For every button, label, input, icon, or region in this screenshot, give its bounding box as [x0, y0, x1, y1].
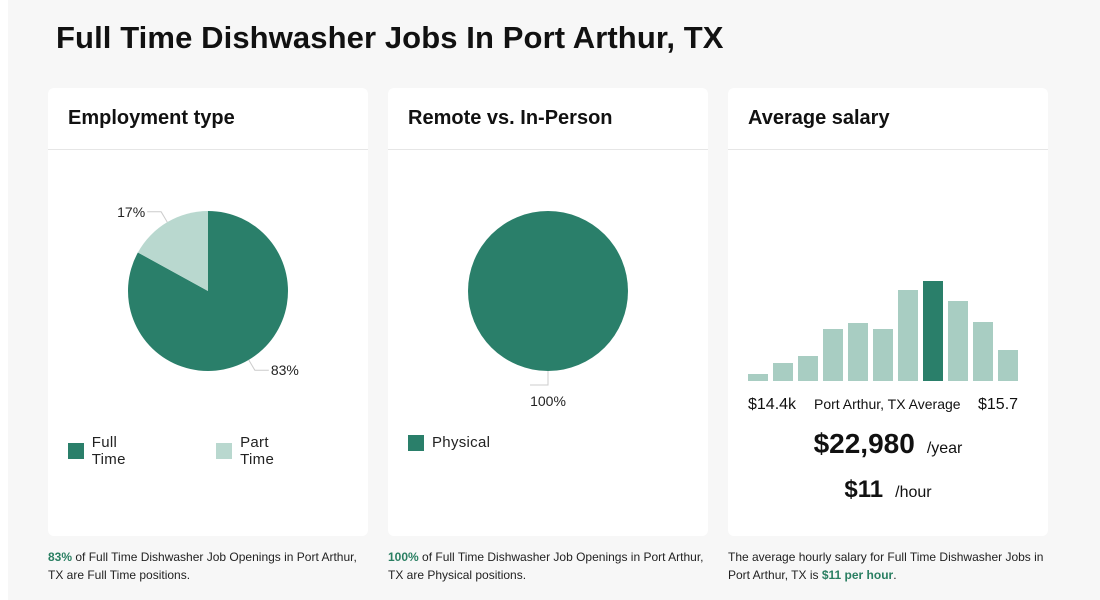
salary-bar-0 [748, 374, 768, 381]
employment-leader-0 [248, 359, 269, 371]
remote-caption-highlight: 100% [388, 550, 419, 564]
remote-caption: 100% of Full Time Dishwasher Job Opening… [388, 548, 708, 584]
salary-bar-9 [973, 322, 993, 381]
salary-bar-8 [948, 301, 968, 381]
legend-label-physical: Physical [432, 434, 491, 451]
salary-caption-end: . [893, 568, 897, 582]
salary-max-label: $15.7 [978, 396, 1018, 413]
employment-value-label-1: 17% [117, 204, 145, 220]
employment-value-label-0: 83% [271, 362, 299, 378]
page-title: Full Time Dishwasher Jobs In Port Arthur… [56, 20, 724, 55]
employment-pie-chart: 83% 17% [117, 204, 299, 378]
salary-card: Average salary $14.4k Port Arthur, TX Av… [728, 88, 1048, 536]
employment-caption-highlight: 83% [48, 550, 73, 564]
employment-type-title: Employment type [48, 88, 368, 150]
legend-item-part-time: Part Time [216, 434, 306, 468]
salary-bar-chart: $14.4k Port Arthur, TX Average $15.7 [748, 281, 1018, 413]
salary-yearly-value: $22,980 [813, 428, 915, 459]
employment-leader-1 [147, 211, 168, 223]
salary-bar-1 [773, 363, 793, 381]
employment-type-card: Employment type 83% 17% Full Time Part Ti… [48, 88, 368, 536]
legend-item-physical: Physical [408, 434, 490, 451]
remote-slice-0 [468, 211, 628, 371]
salary-bar-5 [873, 329, 893, 381]
salary-bar-10 [998, 350, 1018, 381]
salary-yearly-unit: /year [926, 440, 963, 457]
salary-mid-label: Port Arthur, TX Average [814, 396, 961, 412]
legend-swatch-part-time [216, 443, 233, 459]
salary-yearly: $22,980 /year [728, 428, 1048, 460]
salary-bar-6 [898, 290, 918, 381]
salary-bar-3 [823, 329, 843, 381]
remote-value-label-0: 100% [530, 393, 566, 409]
remote-card: Remote vs. In-Person 100% Physical [388, 88, 708, 536]
salary-min-label: $14.4k [748, 396, 797, 413]
salary-hourly: $11 /hour [728, 476, 1048, 504]
remote-leader-0 [530, 371, 549, 386]
legend-label-full-time: Full Time [91, 434, 126, 468]
remote-pie-chart: 100% [468, 211, 628, 409]
legend-swatch-physical [408, 434, 424, 451]
salary-caption: The average hourly salary for Full Time … [728, 548, 1048, 584]
legend-label-part-time: Part Time [240, 434, 275, 468]
salary-caption-highlight: $11 per hour [821, 568, 894, 582]
salary-hourly-value: $11 [844, 476, 884, 503]
remote-legend: Physical [408, 434, 552, 451]
salary-title: Average salary [728, 88, 1048, 150]
page: Full Time Dishwasher Jobs In Port Arthur… [8, 0, 1100, 600]
salary-bar-2 [798, 356, 818, 381]
salary-caption-text: The average hourly salary for Full Time … [728, 550, 1044, 582]
legend-item-full-time: Full Time [68, 434, 154, 468]
remote-title: Remote vs. In-Person [388, 88, 708, 150]
salary-hourly-unit: /hour [895, 484, 932, 501]
employment-legend: Full Time Part Time [68, 434, 368, 468]
salary-bar-4 [848, 323, 868, 381]
employment-caption-text: of Full Time Dishwasher Job Openings in … [48, 550, 357, 582]
legend-swatch-full-time [68, 443, 84, 459]
employment-caption: 83% of Full Time Dishwasher Job Openings… [48, 548, 368, 584]
remote-caption-text: of Full Time Dishwasher Job Openings in … [388, 550, 704, 582]
employment-slice-1 [137, 211, 208, 291]
salary-bar-7 [923, 281, 943, 381]
